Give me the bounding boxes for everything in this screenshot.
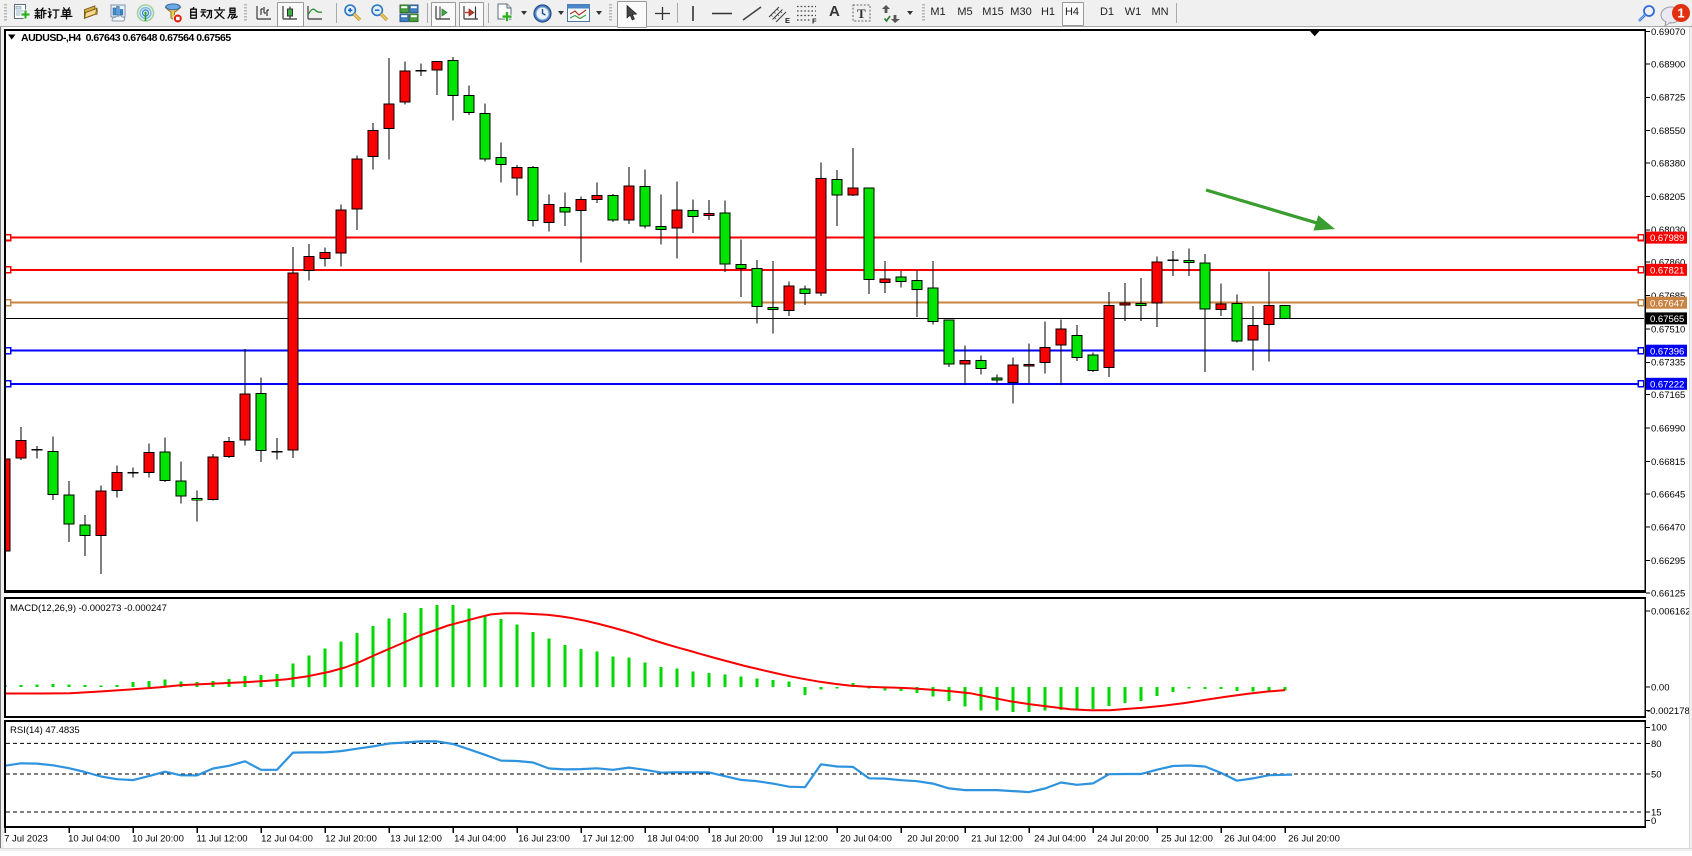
svg-text:RSI(14) 47.4835: RSI(14) 47.4835 [10,725,80,736]
svg-text:0.67222: 0.67222 [1650,379,1684,390]
svg-text:80: 80 [1651,739,1662,750]
svg-text:0.68380: 0.68380 [1651,158,1685,169]
svg-text:10 Jul 04:00: 10 Jul 04:00 [68,834,120,845]
svg-text:20 Jul 20:00: 20 Jul 20:00 [907,834,959,845]
svg-text:0.67510: 0.67510 [1651,324,1685,335]
svg-text:13 Jul 12:00: 13 Jul 12:00 [390,834,442,845]
svg-text:0.66645: 0.66645 [1651,489,1685,500]
svg-text:26 Jul 04:00: 26 Jul 04:00 [1224,834,1276,845]
svg-text:12 Jul 04:00: 12 Jul 04:00 [261,834,313,845]
svg-text:0.66470: 0.66470 [1651,523,1685,534]
svg-text:0.66295: 0.66295 [1651,556,1685,567]
svg-text:0.67165: 0.67165 [1651,390,1685,401]
svg-text:0.68205: 0.68205 [1651,192,1685,203]
svg-text:14 Jul 04:00: 14 Jul 04:00 [454,834,506,845]
svg-text:0.66815: 0.66815 [1651,457,1685,468]
svg-text:0.67685: 0.67685 [1651,291,1685,302]
svg-text:20 Jul 04:00: 20 Jul 04:00 [840,834,892,845]
svg-text:0.68900: 0.68900 [1651,59,1685,70]
svg-text:AUDUSD-,H4 0.67643 0.67648 0.: AUDUSD-,H4 0.67643 0.67648 0.67564 0.675… [21,32,231,44]
svg-text:21 Jul 12:00: 21 Jul 12:00 [971,834,1023,845]
svg-text:0.68030: 0.68030 [1651,225,1685,236]
svg-text:0.67821: 0.67821 [1650,265,1684,276]
svg-text:1: 1 [1677,6,1684,21]
svg-text:24 Jul 04:00: 24 Jul 04:00 [1034,834,1086,845]
svg-text:18 Jul 20:00: 18 Jul 20:00 [711,834,763,845]
svg-text:0.67396: 0.67396 [1650,346,1684,357]
svg-text:15: 15 [1651,807,1662,818]
svg-text:0.66125: 0.66125 [1651,588,1685,599]
svg-text:25 Jul 12:00: 25 Jul 12:00 [1161,834,1213,845]
svg-text:100: 100 [1651,723,1667,734]
svg-text:50: 50 [1651,769,1662,780]
svg-text:11 Jul 12:00: 11 Jul 12:00 [196,834,247,845]
svg-text:26 Jul 20:00: 26 Jul 20:00 [1288,834,1340,845]
svg-text:0.006162: 0.006162 [1651,606,1691,617]
svg-text:0.68550: 0.68550 [1651,126,1685,137]
svg-text:0: 0 [1651,816,1656,827]
svg-text:-0.002178: -0.002178 [1647,706,1690,717]
svg-text:0.68725: 0.68725 [1651,93,1685,104]
svg-text:0.67565: 0.67565 [1650,314,1684,325]
svg-text:0.67860: 0.67860 [1651,258,1685,269]
svg-text:0.67335: 0.67335 [1651,358,1685,369]
svg-text:0.66990: 0.66990 [1651,424,1685,435]
svg-text:0.69070: 0.69070 [1651,27,1685,38]
svg-text:F: F [812,17,817,25]
svg-text:T: T [857,6,866,21]
svg-text:24 Jul 20:00: 24 Jul 20:00 [1097,834,1149,845]
svg-text:10 Jul 20:00: 10 Jul 20:00 [132,834,184,845]
svg-text:7 Jul 2023: 7 Jul 2023 [4,834,48,845]
svg-text:0.67647: 0.67647 [1650,298,1684,309]
svg-text:MACD(12,26,9) -0.000273 -0.000: MACD(12,26,9) -0.000273 -0.000247 [10,603,167,614]
svg-text:0.00: 0.00 [1651,682,1670,693]
svg-text:18 Jul 04:00: 18 Jul 04:00 [647,834,699,845]
svg-text:16 Jul 23:00: 16 Jul 23:00 [518,834,570,845]
svg-text:E: E [785,16,790,24]
svg-text:19 Jul 12:00: 19 Jul 12:00 [776,834,828,845]
svg-text:17 Jul 12:00: 17 Jul 12:00 [582,834,634,845]
svg-text:12 Jul 20:00: 12 Jul 20:00 [325,834,377,845]
svg-text:0.67989: 0.67989 [1650,233,1684,244]
